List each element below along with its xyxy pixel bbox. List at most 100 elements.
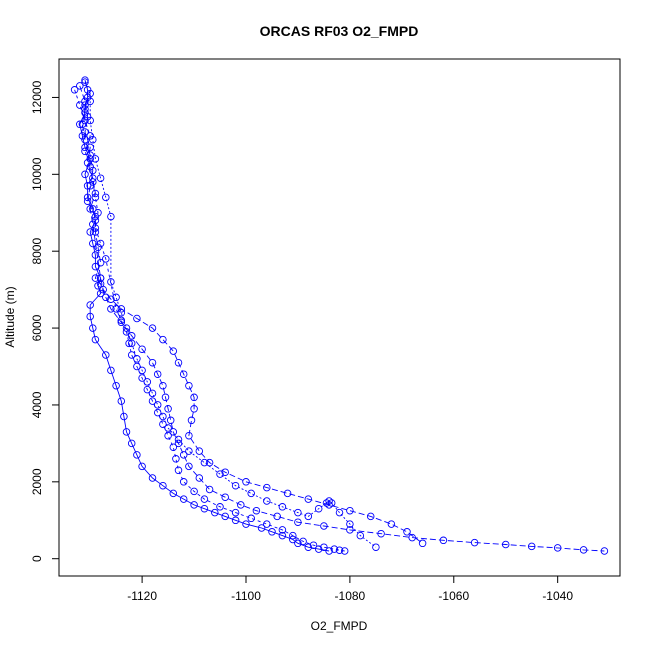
data-point (91, 274, 100, 282)
data-point (86, 182, 94, 190)
data-point (200, 495, 209, 503)
data-point (102, 193, 110, 202)
data-point (81, 135, 89, 144)
data-point (179, 370, 188, 378)
data-point (263, 483, 271, 492)
y-tick-label: 2000 (30, 468, 44, 495)
data-point (107, 366, 115, 375)
data-point (408, 533, 416, 542)
data-point (94, 243, 102, 252)
data-point (205, 485, 214, 494)
data-point (91, 155, 100, 163)
data-point (91, 189, 100, 198)
data-point (356, 531, 365, 540)
data-point (322, 499, 331, 507)
data-point (325, 547, 333, 555)
chart-title: ORCAS RF03 O2_FMPD (260, 23, 419, 39)
data-point (179, 478, 188, 486)
data-point (112, 381, 120, 390)
data-point (81, 105, 89, 113)
data-point (221, 512, 229, 521)
data-point (600, 547, 609, 555)
y-tick-label: 8000 (30, 238, 44, 265)
data-point (320, 543, 328, 551)
data-point (133, 451, 141, 459)
data-point (102, 351, 110, 359)
data-point (299, 537, 307, 546)
x-axis-label: O2_FMPD (311, 619, 368, 633)
data-point (127, 351, 136, 359)
data-point (117, 397, 126, 405)
data-point (153, 401, 162, 409)
data-point (247, 489, 255, 498)
data-point (187, 416, 196, 425)
data-point (169, 428, 178, 436)
series-line (81, 81, 605, 552)
data-point (211, 508, 219, 517)
data-point (96, 174, 105, 182)
data-point (325, 501, 333, 509)
data-point (86, 143, 94, 152)
data-point (346, 506, 354, 515)
data-point (185, 447, 193, 455)
data-point (83, 182, 92, 190)
data-point (76, 82, 84, 90)
y-tick-label: 6000 (30, 314, 44, 341)
data-point (138, 462, 146, 471)
x-tick-label: -1080 (335, 589, 366, 603)
data-point (86, 97, 94, 106)
data-point (83, 86, 92, 94)
data-point (86, 151, 94, 159)
data-point (78, 120, 87, 129)
data-point (304, 543, 313, 551)
data-point (294, 539, 302, 548)
data-point (335, 508, 344, 517)
data-point (346, 520, 354, 528)
data-point (133, 314, 141, 323)
data-point (89, 178, 97, 186)
data-point (86, 116, 94, 125)
data-point (122, 428, 131, 436)
data-point (86, 312, 94, 321)
data-point (294, 518, 302, 526)
y-tick-label: 4000 (30, 391, 44, 418)
data-series (86, 97, 380, 551)
data-point (143, 378, 152, 386)
data-point (161, 393, 170, 402)
data-point (89, 324, 97, 332)
data-point (304, 495, 313, 503)
data-point (268, 528, 276, 536)
data-point (138, 366, 146, 375)
data-point (83, 197, 92, 205)
data-point (278, 503, 287, 511)
data-point (257, 524, 266, 532)
data-point (289, 535, 297, 544)
data-point (164, 424, 172, 432)
data-point (273, 512, 281, 521)
data-point (148, 324, 157, 332)
data-point (185, 462, 193, 471)
data-series (76, 82, 427, 548)
data-point (125, 339, 133, 348)
data-point (78, 132, 87, 140)
data-point (86, 228, 94, 236)
data-point (190, 393, 198, 402)
data-point (527, 542, 536, 551)
x-axis: -1120 -1100 -1080 -1060 -1040 (127, 575, 573, 603)
data-point (278, 531, 287, 540)
data-point (159, 412, 167, 421)
data-series (78, 78, 609, 555)
data-point (159, 381, 167, 390)
data-series (70, 86, 349, 555)
data-point (91, 251, 100, 259)
data-point (200, 504, 209, 513)
data-point (340, 547, 349, 555)
data-point (107, 278, 115, 286)
data-point (127, 439, 136, 448)
data-point (81, 128, 89, 136)
data-point (81, 143, 89, 152)
data-point (117, 316, 126, 325)
y-axis: 0 2000 4000 6000 8000 10000 12000 (30, 80, 60, 562)
data-point (112, 293, 120, 302)
